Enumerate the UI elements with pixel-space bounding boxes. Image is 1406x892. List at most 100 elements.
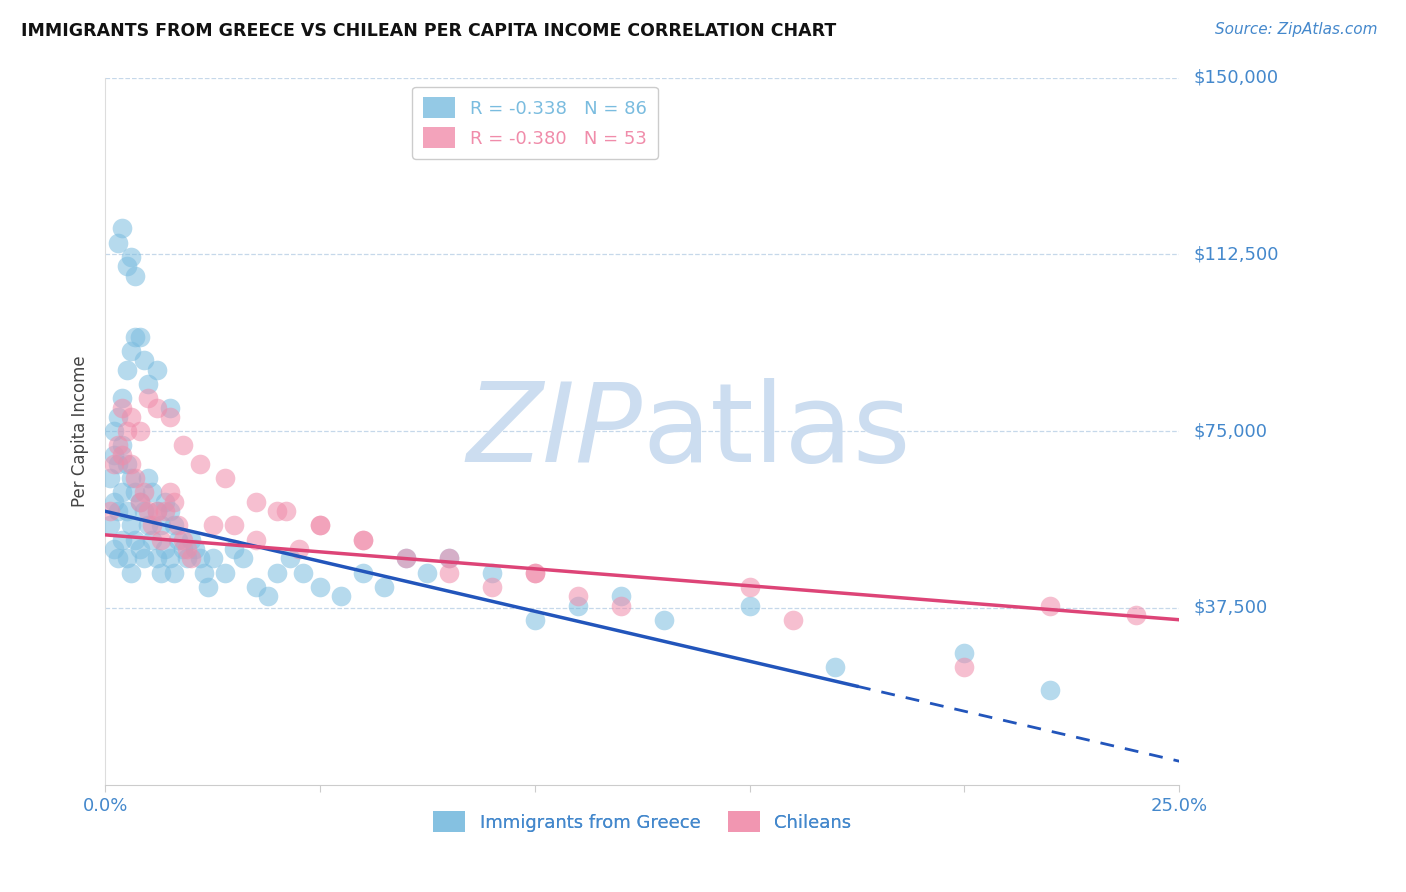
Point xyxy=(159,551,181,566)
Point xyxy=(103,495,125,509)
Point xyxy=(201,518,224,533)
Point xyxy=(481,566,503,580)
Point xyxy=(266,566,288,580)
Point xyxy=(115,424,138,438)
Point xyxy=(128,424,150,438)
Text: atlas: atlas xyxy=(643,377,911,484)
Point xyxy=(107,409,129,424)
Point xyxy=(232,551,254,566)
Point xyxy=(145,504,167,518)
Point xyxy=(167,533,190,547)
Point xyxy=(159,409,181,424)
Point xyxy=(416,566,439,580)
Y-axis label: Per Capita Income: Per Capita Income xyxy=(72,355,89,507)
Text: $75,000: $75,000 xyxy=(1194,422,1267,440)
Point xyxy=(115,504,138,518)
Point xyxy=(107,551,129,566)
Point xyxy=(150,566,173,580)
Point xyxy=(245,580,267,594)
Point xyxy=(128,541,150,556)
Point xyxy=(136,504,159,518)
Point xyxy=(115,457,138,471)
Point xyxy=(330,589,353,603)
Point xyxy=(159,504,181,518)
Point xyxy=(107,438,129,452)
Point xyxy=(141,533,163,547)
Point xyxy=(172,533,194,547)
Point xyxy=(120,518,142,533)
Point xyxy=(103,424,125,438)
Point xyxy=(652,613,675,627)
Point xyxy=(115,551,138,566)
Point xyxy=(738,580,761,594)
Point xyxy=(738,599,761,613)
Point xyxy=(523,613,546,627)
Point xyxy=(172,541,194,556)
Point xyxy=(373,580,395,594)
Point xyxy=(309,518,332,533)
Point xyxy=(266,504,288,518)
Point xyxy=(824,660,846,674)
Text: $37,500: $37,500 xyxy=(1194,599,1267,617)
Point xyxy=(107,235,129,250)
Point xyxy=(155,541,177,556)
Point xyxy=(197,580,219,594)
Point xyxy=(782,613,804,627)
Point xyxy=(481,580,503,594)
Point xyxy=(163,518,186,533)
Point xyxy=(124,485,146,500)
Point xyxy=(159,401,181,415)
Text: ZIP: ZIP xyxy=(467,377,643,484)
Point xyxy=(132,353,155,368)
Point xyxy=(136,471,159,485)
Point xyxy=(180,551,202,566)
Point xyxy=(1039,599,1062,613)
Point xyxy=(1039,683,1062,698)
Point xyxy=(128,495,150,509)
Point xyxy=(155,495,177,509)
Point xyxy=(309,518,332,533)
Point xyxy=(180,533,202,547)
Point xyxy=(953,660,976,674)
Text: $112,500: $112,500 xyxy=(1194,245,1278,263)
Point xyxy=(103,448,125,462)
Point xyxy=(245,533,267,547)
Point xyxy=(523,566,546,580)
Point xyxy=(111,533,134,547)
Point xyxy=(111,391,134,405)
Point xyxy=(136,391,159,405)
Point xyxy=(159,485,181,500)
Point xyxy=(245,495,267,509)
Point xyxy=(115,363,138,377)
Point xyxy=(167,518,190,533)
Point xyxy=(132,551,155,566)
Point xyxy=(437,566,460,580)
Point xyxy=(155,504,177,518)
Point xyxy=(188,551,211,566)
Point xyxy=(287,541,309,556)
Point xyxy=(98,518,121,533)
Point xyxy=(163,495,186,509)
Point xyxy=(120,250,142,264)
Point xyxy=(274,504,297,518)
Point xyxy=(132,485,155,500)
Point xyxy=(201,551,224,566)
Point xyxy=(352,533,374,547)
Legend: Immigrants from Greece, Chileans: Immigrants from Greece, Chileans xyxy=(426,804,859,839)
Point xyxy=(609,599,631,613)
Point xyxy=(145,363,167,377)
Point xyxy=(141,485,163,500)
Text: Source: ZipAtlas.com: Source: ZipAtlas.com xyxy=(1215,22,1378,37)
Point xyxy=(111,448,134,462)
Point xyxy=(609,589,631,603)
Point xyxy=(107,457,129,471)
Point xyxy=(111,221,134,235)
Point xyxy=(120,343,142,358)
Point xyxy=(395,551,418,566)
Point xyxy=(193,566,215,580)
Point xyxy=(184,541,207,556)
Text: IMMIGRANTS FROM GREECE VS CHILEAN PER CAPITA INCOME CORRELATION CHART: IMMIGRANTS FROM GREECE VS CHILEAN PER CA… xyxy=(21,22,837,40)
Point xyxy=(124,471,146,485)
Point xyxy=(352,533,374,547)
Text: $150,000: $150,000 xyxy=(1194,69,1278,87)
